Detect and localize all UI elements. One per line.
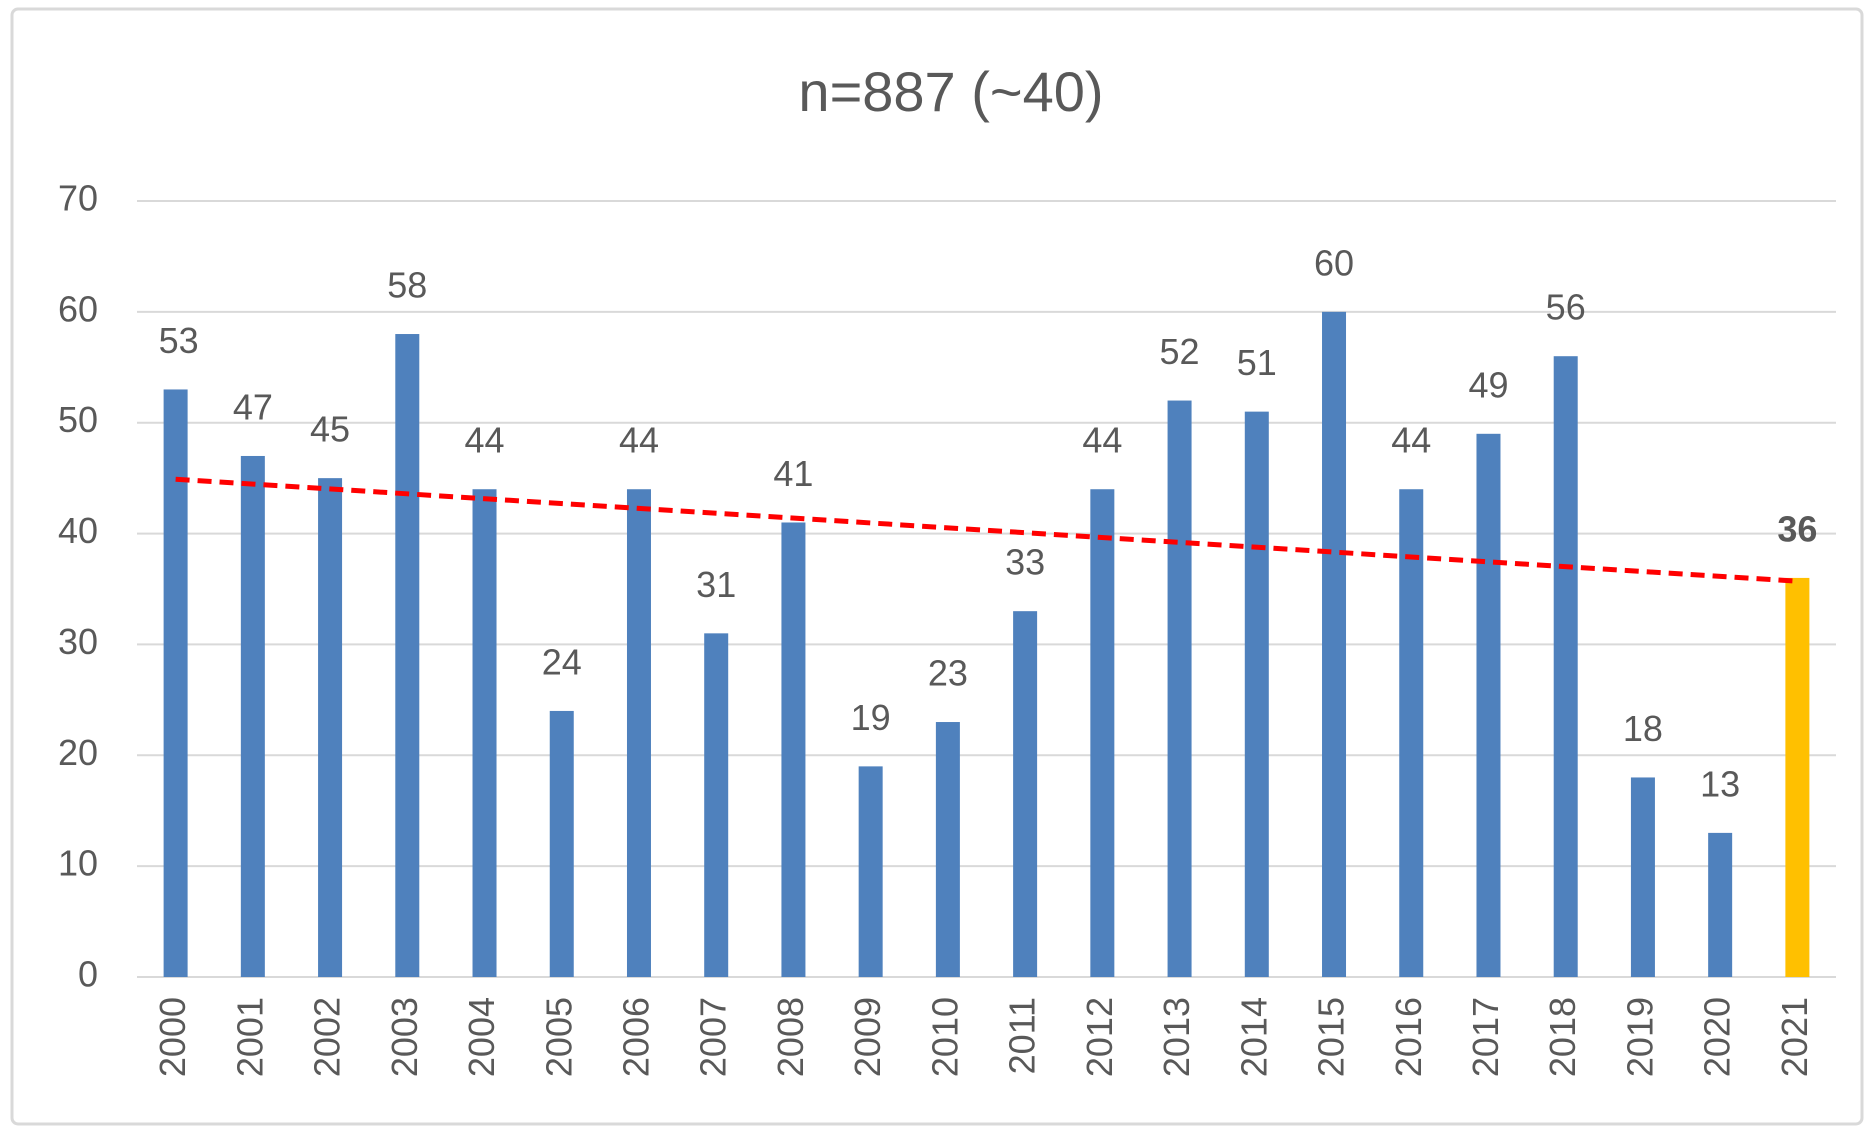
bar xyxy=(1399,489,1424,977)
value-label: 53 xyxy=(159,320,199,361)
value-label: 58 xyxy=(387,265,427,306)
value-label: 45 xyxy=(310,409,350,450)
y-tick-label: 0 xyxy=(78,954,98,995)
bar xyxy=(318,478,343,977)
x-tick-label: 2002 xyxy=(307,997,348,1077)
bar xyxy=(1090,489,1115,977)
y-tick-label: 60 xyxy=(58,288,98,329)
trend-line xyxy=(175,476,1798,584)
bar xyxy=(781,522,806,977)
x-tick-label: 2004 xyxy=(461,997,502,1077)
bar xyxy=(1630,777,1655,977)
y-tick-label: 20 xyxy=(58,732,98,773)
value-label: 52 xyxy=(1160,331,1200,372)
x-tick-label: 2021 xyxy=(1774,997,1815,1077)
x-tick-label: 2014 xyxy=(1233,997,1274,1077)
value-label: 49 xyxy=(1468,364,1508,405)
value-label: 31 xyxy=(696,564,736,605)
value-label: 33 xyxy=(1005,542,1045,583)
bar xyxy=(395,334,420,977)
bar xyxy=(163,389,188,977)
x-tick-label: 2005 xyxy=(538,997,579,1077)
bar xyxy=(935,722,960,977)
y-tick-label: 10 xyxy=(58,843,98,884)
y-tick-label: 40 xyxy=(58,510,98,551)
y-tick-label: 50 xyxy=(58,399,98,440)
x-tick-label: 2003 xyxy=(384,997,425,1077)
x-tick-label: 2009 xyxy=(847,997,888,1077)
x-tick-label: 2007 xyxy=(693,997,734,1077)
x-tick-label: 2010 xyxy=(924,997,965,1077)
value-label: 47 xyxy=(233,386,273,427)
x-tick-label: 2000 xyxy=(152,997,193,1077)
x-tick-label: 2011 xyxy=(1002,997,1043,1074)
x-tick-label: 2015 xyxy=(1311,997,1352,1077)
bar xyxy=(472,489,497,977)
x-tick-label: 2020 xyxy=(1697,997,1738,1077)
value-label: 23 xyxy=(928,653,968,694)
x-tick-label: 2008 xyxy=(770,997,811,1077)
value-label: 44 xyxy=(1082,420,1122,461)
value-label: 44 xyxy=(464,420,504,461)
x-tick-label: 2006 xyxy=(615,997,656,1077)
value-label: 19 xyxy=(851,697,891,738)
value-label: 44 xyxy=(619,420,659,461)
value-label: 60 xyxy=(1314,242,1354,283)
chart-title: n=887 (~40) xyxy=(798,60,1103,123)
y-tick-label: 30 xyxy=(58,621,98,662)
x-tick-label: 2001 xyxy=(229,997,270,1077)
bar xyxy=(1322,311,1347,977)
x-tick-label: 2019 xyxy=(1619,997,1660,1077)
value-label: 51 xyxy=(1237,342,1277,383)
bar xyxy=(240,455,265,977)
value-label: 56 xyxy=(1546,287,1586,328)
value-label: 13 xyxy=(1700,763,1740,804)
y-tick-label: 70 xyxy=(58,178,98,219)
bar xyxy=(549,710,574,977)
x-tick-label: 2012 xyxy=(1079,997,1120,1077)
bar xyxy=(1244,411,1269,978)
x-tick-label: 2018 xyxy=(1542,997,1583,1077)
bar xyxy=(1708,832,1733,977)
bar xyxy=(1167,400,1192,977)
bar xyxy=(704,633,729,977)
bar xyxy=(1013,611,1038,977)
value-label: 24 xyxy=(542,641,582,682)
bar xyxy=(1476,433,1501,977)
bar xyxy=(858,766,883,977)
x-tick-label: 2013 xyxy=(1156,997,1197,1077)
value-label: 41 xyxy=(773,453,813,494)
x-tick-label: 2017 xyxy=(1465,997,1506,1077)
bar xyxy=(626,489,651,977)
value-label: 36 xyxy=(1777,508,1817,549)
value-label: 44 xyxy=(1391,420,1431,461)
x-tick-label: 2016 xyxy=(1388,997,1429,1077)
bar xyxy=(1553,356,1578,977)
value-label: 18 xyxy=(1623,708,1663,749)
bar xyxy=(1785,577,1810,977)
